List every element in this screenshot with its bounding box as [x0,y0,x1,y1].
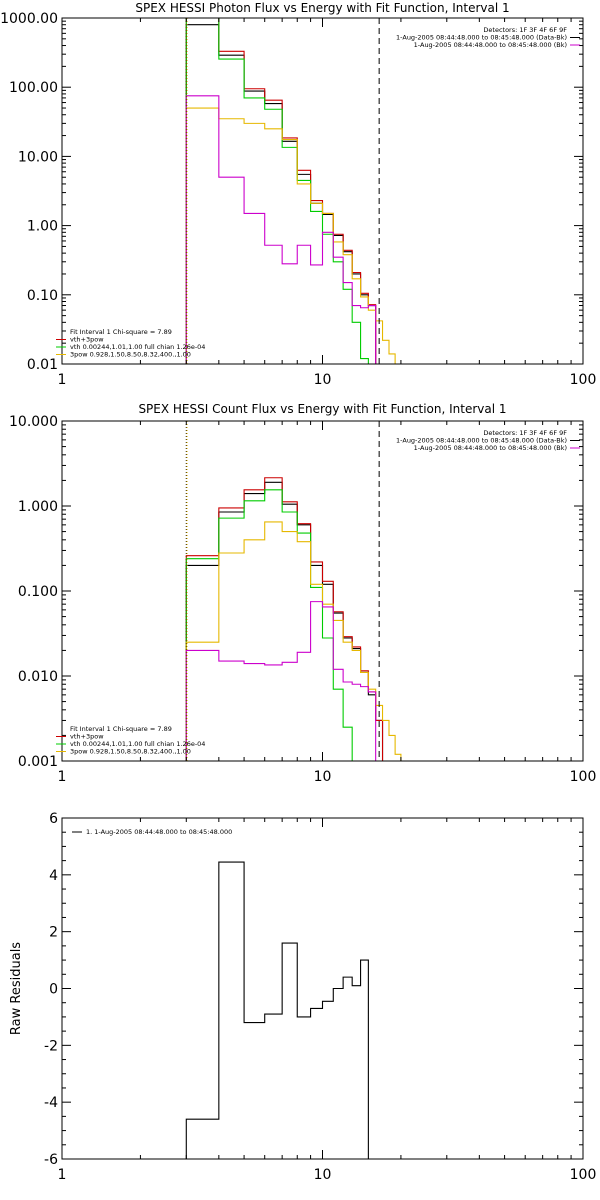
y-tick-label: 10.000 [9,414,58,430]
y-tick-label: 0.10 [27,288,58,304]
data-layer [185,421,402,761]
x-tick-label: 1 [58,769,67,785]
chart-title: SPEX HESSI Photon Flux vs Energy with Fi… [135,1,509,15]
legend-top-right-text: 1-Aug-2005 08:44:48.000 to 08:45:48.000 … [396,34,567,42]
series-line-5 [185,95,377,364]
chart-panel-3: Raw Residuals 1 10 100 -6 -4 -2 0 2 4 6 1. 1-Aug-20… [9,811,597,1183]
y-tick-label: 1000.00 [0,11,58,27]
chart-panel-2: SPEX HESSI Count Flux vs Energy with Fit… [9,402,597,785]
plot-frame [61,17,584,365]
legend-bottom-left-text: 3pow 0.928,1.50,8.50,8.32,400.,1.00 [70,351,191,359]
y-tick-label: -4 [44,1095,58,1111]
y-tick-label: 0 [49,982,58,998]
y-tick-label: -6 [44,1152,58,1168]
y-tick-label: 0.100 [18,584,58,600]
series-line-4 [185,521,402,761]
y-axis-label: Raw Residuals [9,942,24,1035]
x-tick-label: 100 [570,372,597,388]
series-line-2 [185,18,377,364]
x-tick-label: 100 [570,1167,597,1183]
x-tick-label: 10 [314,1167,332,1183]
series-line-5 [185,601,377,761]
x-tick-label: 1 [58,372,67,388]
y-tick-label: 100.00 [9,80,58,96]
legend-bottom-left-text: vth+3pow [70,336,104,344]
series-line-3 [185,18,369,364]
legend-top-right-text: 1-Aug-2005 08:44:48.000 to 08:45:48.000 … [414,444,567,452]
legend-bottom-left-text: 3pow 0.928,1.50,8.50,8.32,400.,1.00 [70,748,191,756]
y-tick-label: 10.00 [18,149,58,165]
legend-bottom-left-text: vth+3pow [70,733,104,741]
y-tick-label: 0.010 [18,669,58,685]
x-tick-label: 10 [314,372,332,388]
legend-bottom-left-text: vth 0.00244,1.01,1.00 full chian 1.26e-0… [70,740,205,748]
y-tick-label: -2 [44,1038,58,1054]
data-layer [185,18,402,364]
series-line-1 [185,861,377,1159]
y-tick-label: 6 [49,811,58,827]
y-tick-label: 1.000 [18,499,58,515]
plot-frame [61,817,584,1160]
chart-panel-1: SPEX HESSI Photon Flux vs Energy with Fi… [0,1,597,388]
y-tick-label: 0.001 [18,754,58,770]
legend-bottom-left-text: vth 0.00244,1.01,1.00 full chian 1.26e-0… [70,343,205,351]
chart-title: SPEX HESSI Count Flux vs Energy with Fit… [138,402,506,416]
y-tick-label: 4 [49,868,58,884]
y-tick-label: 1.00 [27,219,58,235]
y-tick-label: 2 [49,925,58,941]
series-line-1 [185,24,377,364]
data-layer [185,861,377,1159]
x-tick-label: 10 [314,769,332,785]
x-tick-label: 100 [570,769,597,785]
legend-top-right-text: Detectors: 1F 3F 4F 6F 9F [483,429,567,437]
legend-bottom-left-text: Fit Interval 1 Chi-square = 7.89 [70,328,172,336]
legend-top-right-text: 1-Aug-2005 08:44:48.000 to 08:45:48.000 … [396,437,567,445]
y-tick-label: 0.01 [27,357,58,373]
series-line-4 [185,107,402,364]
legend-top-right-text: 1-Aug-2005 08:44:48.000 to 08:45:48.000 … [414,41,567,49]
legend-top-left-text: 1. 1-Aug-2005 08:44:48.000 to 08:45:48.0… [86,828,232,836]
legend-bottom-left-text: Fit Interval 1 Chi-square = 7.89 [70,725,172,733]
legend-top-right-text: Detectors: 1F 3F 4F 6F 9F [483,26,567,34]
x-tick-label: 1 [58,1167,67,1183]
